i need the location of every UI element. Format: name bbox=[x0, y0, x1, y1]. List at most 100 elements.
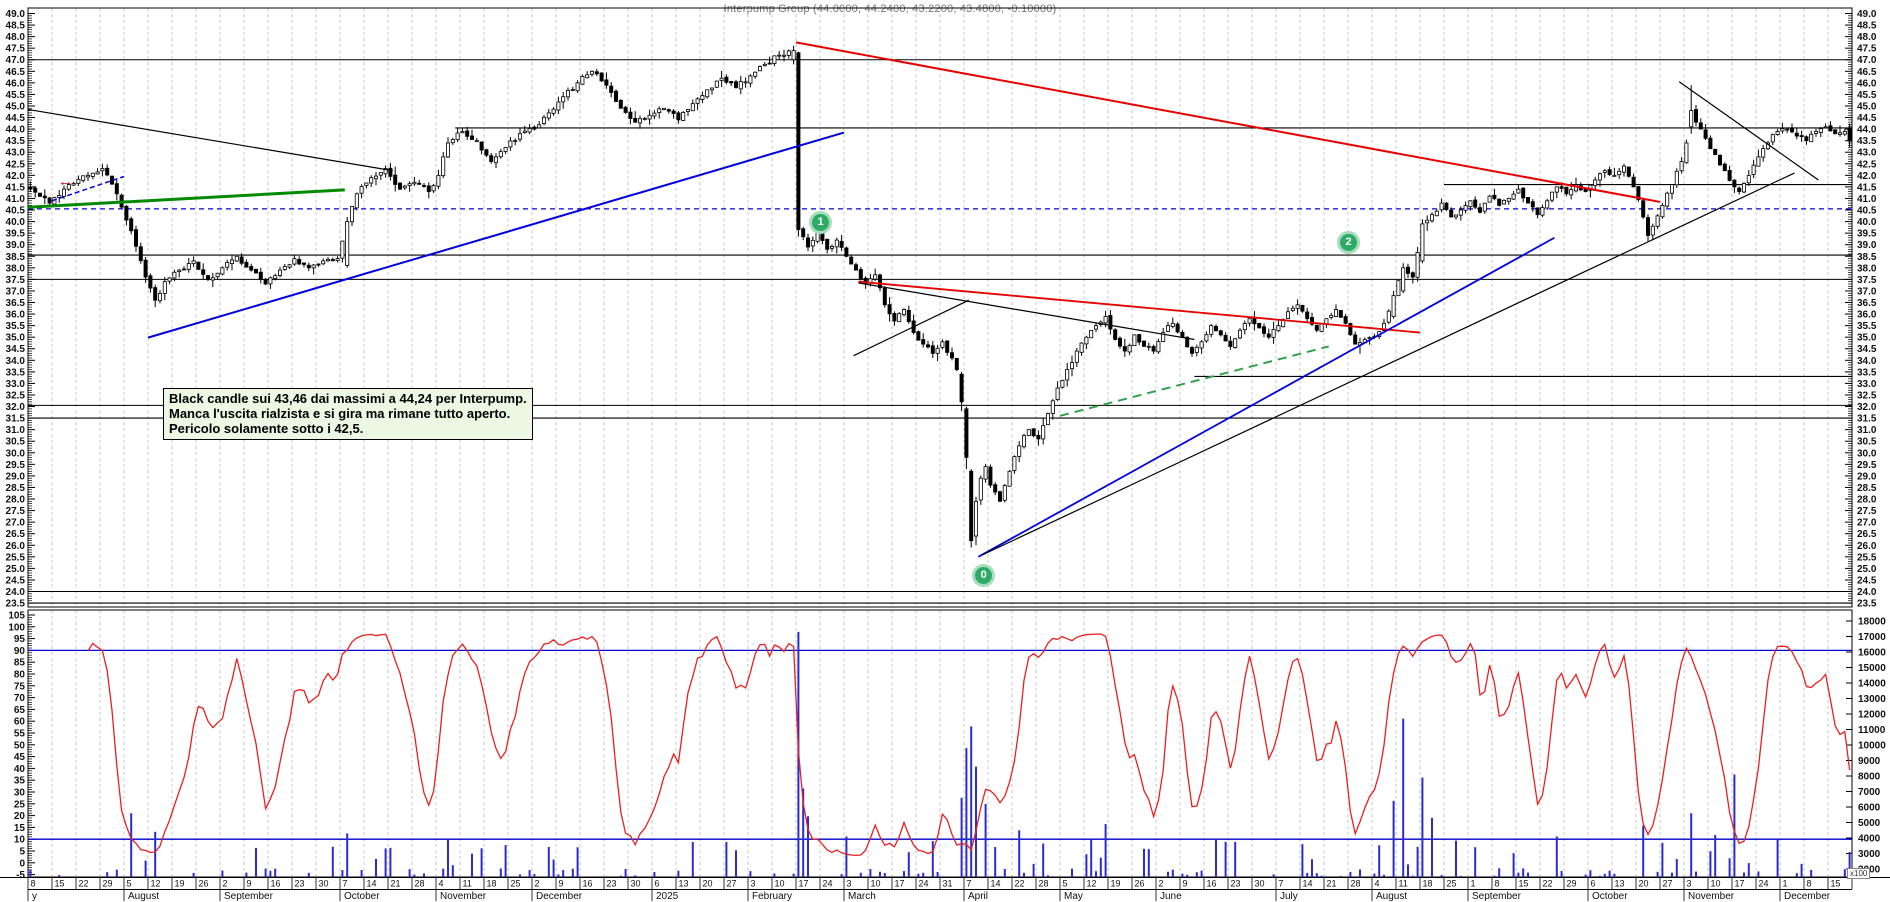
up-candle bbox=[1386, 310, 1391, 323]
month-label: September bbox=[1472, 891, 1522, 902]
month-label: June bbox=[1160, 891, 1182, 902]
up-candle bbox=[335, 258, 340, 261]
up-candle bbox=[1689, 110, 1694, 128]
week-label: 28 bbox=[415, 879, 425, 889]
up-candle bbox=[364, 182, 369, 186]
indicator-panel-surface[interactable] bbox=[28, 610, 1852, 877]
up-candle bbox=[719, 77, 724, 81]
down-candle bbox=[724, 76, 729, 83]
down-candle bbox=[858, 269, 863, 279]
month-label: April bbox=[968, 891, 988, 902]
svg-text:45.5: 45.5 bbox=[1857, 90, 1877, 101]
week-label: 21 bbox=[1327, 879, 1337, 889]
up-candle bbox=[460, 131, 465, 134]
svg-text:11000: 11000 bbox=[1858, 725, 1886, 736]
down-candle bbox=[1036, 435, 1041, 440]
svg-text:38.0: 38.0 bbox=[6, 263, 26, 274]
svg-text:5: 5 bbox=[19, 847, 25, 858]
down-candle bbox=[1722, 163, 1727, 172]
down-candle bbox=[244, 261, 249, 268]
down-candle bbox=[609, 85, 614, 93]
up-candle bbox=[474, 140, 479, 143]
svg-text:25.5: 25.5 bbox=[6, 552, 26, 563]
svg-text:32.0: 32.0 bbox=[6, 402, 26, 413]
down-candle bbox=[887, 304, 892, 315]
week-label: 10 bbox=[871, 879, 881, 889]
svg-text:47.5: 47.5 bbox=[1857, 44, 1877, 55]
up-candle bbox=[810, 239, 815, 247]
svg-text:60: 60 bbox=[14, 717, 26, 728]
week-label: 22 bbox=[1015, 879, 1025, 889]
month-label: November bbox=[440, 891, 487, 902]
down-candle bbox=[1713, 148, 1718, 155]
up-candle bbox=[834, 239, 839, 248]
week-label: 24 bbox=[1759, 879, 1769, 889]
week-label: 12 bbox=[151, 879, 161, 889]
svg-text:30.5: 30.5 bbox=[6, 437, 26, 448]
down-candle bbox=[47, 197, 52, 204]
red-left-arrow-icon: ← bbox=[58, 173, 73, 190]
down-candle bbox=[1718, 154, 1723, 166]
week-label: 8 bbox=[1807, 879, 1812, 889]
week-label: 16 bbox=[271, 879, 281, 889]
up-candle bbox=[1425, 219, 1430, 224]
up-candle bbox=[1674, 170, 1679, 186]
down-candle bbox=[892, 313, 897, 322]
svg-text:25.0: 25.0 bbox=[6, 564, 26, 575]
down-candle bbox=[38, 192, 43, 197]
tl-blue-long-up bbox=[147, 131, 845, 339]
down-candle bbox=[1727, 170, 1732, 181]
down-candle bbox=[1521, 187, 1526, 199]
down-candle bbox=[1257, 323, 1262, 329]
svg-text:10: 10 bbox=[14, 835, 26, 846]
wave-marker-0: 0 bbox=[975, 567, 993, 585]
week-label: 22 bbox=[1543, 879, 1553, 889]
up-candle bbox=[292, 258, 297, 265]
up-candle bbox=[441, 156, 446, 177]
up-candle bbox=[1103, 315, 1108, 324]
up-candle bbox=[1818, 128, 1823, 133]
down-candle bbox=[1113, 329, 1118, 340]
week-label: 15 bbox=[55, 879, 65, 889]
down-candle bbox=[594, 71, 599, 75]
svg-text:48.0: 48.0 bbox=[1857, 32, 1877, 43]
week-label: 24 bbox=[919, 879, 929, 889]
down-candle bbox=[1703, 129, 1708, 139]
up-candle bbox=[590, 70, 595, 75]
up-candle bbox=[1482, 202, 1487, 212]
up-candle bbox=[71, 183, 76, 186]
week-label: 23 bbox=[1231, 879, 1241, 889]
week-label: 7 bbox=[967, 879, 972, 889]
up-candle bbox=[1842, 131, 1847, 135]
up-candle bbox=[652, 112, 657, 117]
down-candle bbox=[301, 262, 306, 265]
week-label: 1 bbox=[1783, 879, 1788, 889]
down-candle bbox=[105, 167, 110, 176]
svg-text:42.0: 42.0 bbox=[6, 171, 26, 182]
week-label: 14 bbox=[1303, 879, 1313, 889]
svg-text:36.0: 36.0 bbox=[1857, 310, 1877, 321]
down-candle bbox=[1305, 311, 1310, 320]
svg-text:4000: 4000 bbox=[1858, 834, 1881, 845]
down-candle bbox=[1444, 202, 1449, 211]
up-candle bbox=[1060, 380, 1065, 388]
up-candle bbox=[705, 89, 710, 98]
up-candle bbox=[277, 269, 282, 276]
down-candle bbox=[465, 130, 470, 137]
up-candle bbox=[518, 133, 523, 140]
up-candle bbox=[753, 71, 758, 77]
up-candle bbox=[695, 98, 700, 104]
up-candle bbox=[657, 108, 662, 113]
svg-text:25.0: 25.0 bbox=[1857, 564, 1877, 575]
svg-text:36.5: 36.5 bbox=[1857, 298, 1877, 309]
down-candle bbox=[181, 268, 186, 271]
week-label: 20 bbox=[1639, 879, 1649, 889]
up-candle bbox=[450, 139, 455, 144]
up-candle bbox=[873, 274, 878, 280]
down-candle bbox=[820, 231, 825, 241]
svg-text:23.5: 23.5 bbox=[6, 599, 26, 610]
down-candle bbox=[844, 247, 849, 257]
down-candle bbox=[1583, 188, 1588, 192]
price-panel-surface[interactable] bbox=[28, 8, 1852, 607]
